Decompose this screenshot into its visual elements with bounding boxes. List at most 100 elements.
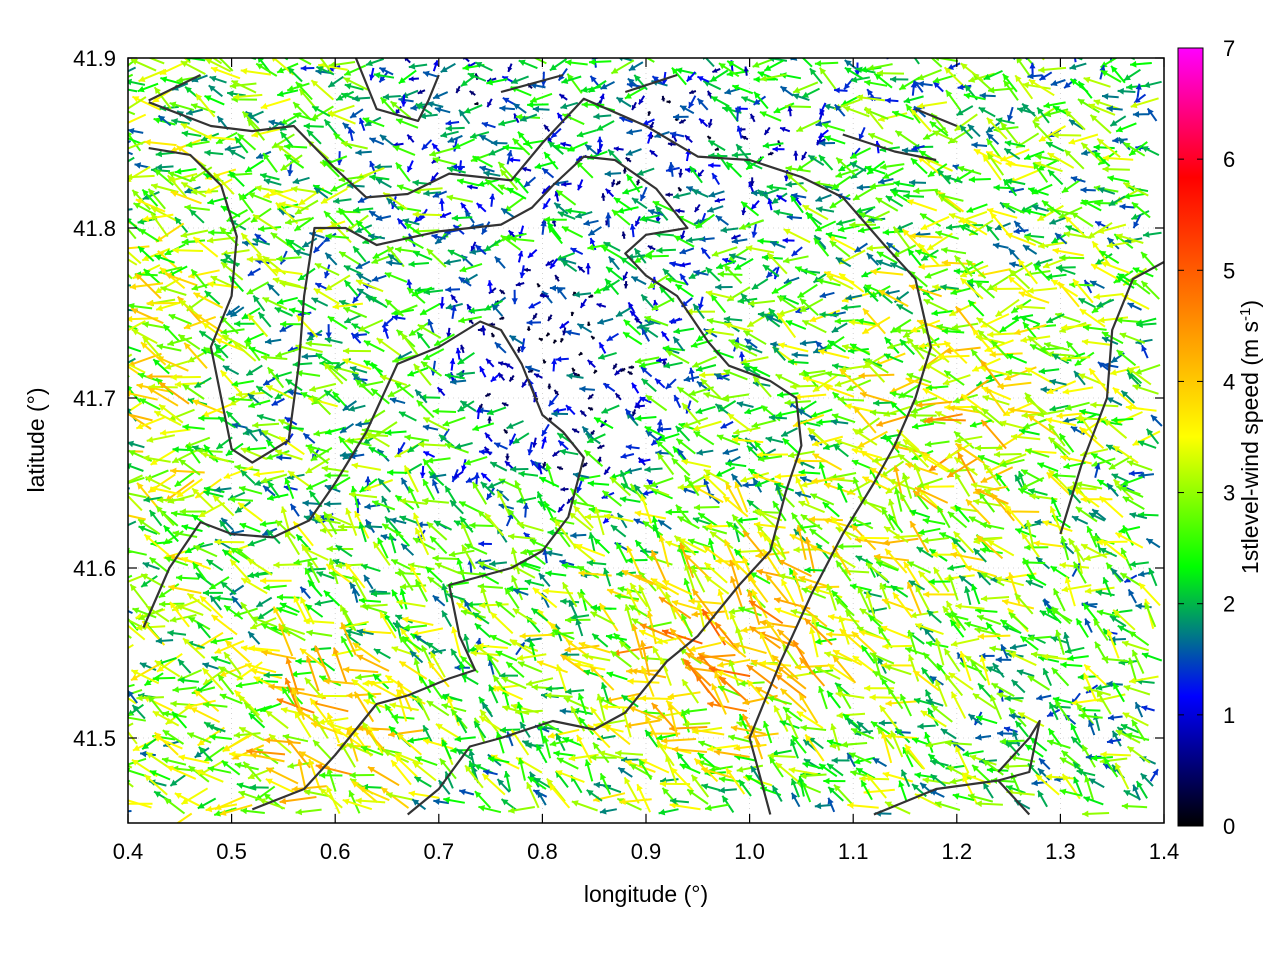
wind-arrow <box>901 147 919 154</box>
wind-arrow <box>734 106 741 122</box>
wind-arrow <box>707 118 713 128</box>
wind-arrow <box>687 95 697 109</box>
wind-arrow <box>1106 105 1123 113</box>
wind-arrow <box>743 159 763 170</box>
wind-arrow <box>228 149 246 160</box>
wind-arrow <box>1036 106 1050 124</box>
wind-arrow <box>856 94 886 102</box>
wind-arrow <box>979 92 996 99</box>
wind-arrow <box>160 76 182 85</box>
wind-arrow <box>675 67 697 75</box>
wind-arrow <box>963 58 965 59</box>
wind-arrow <box>128 551 130 555</box>
wind-arrow <box>625 156 632 163</box>
wind-arrow <box>1050 79 1066 87</box>
wind-arrow <box>517 131 533 150</box>
x-tick-label: 1.0 <box>734 839 765 864</box>
wind-arrow <box>234 136 249 154</box>
wind-arrow <box>567 141 589 152</box>
x-tick-label: 0.8 <box>527 839 558 864</box>
wind-arrow <box>696 75 710 83</box>
wind-arrow <box>1064 109 1086 131</box>
wind-arrow <box>554 190 560 202</box>
wind-arrow <box>619 116 634 124</box>
wind-arrow <box>625 148 642 156</box>
wind-arrow <box>1061 178 1083 194</box>
wind-arrow <box>237 133 257 151</box>
wind-arrow <box>776 194 787 203</box>
wind-arrow <box>523 139 546 147</box>
wind-arrow <box>753 95 767 106</box>
wind-arrow <box>1035 153 1060 162</box>
wind-arrow <box>547 140 564 155</box>
wind-arrow <box>169 101 195 112</box>
wind-arrow <box>943 66 967 89</box>
wind-arrow <box>284 143 308 150</box>
wind-arrow <box>112 454 125 466</box>
wind-arrow <box>102 90 126 107</box>
wind-arrow <box>343 64 367 76</box>
wind-arrow <box>128 59 136 67</box>
wind-arrow <box>834 87 848 94</box>
wind-arrow <box>558 93 568 101</box>
wind-arrow <box>985 138 1002 160</box>
wind-arrow <box>170 190 202 205</box>
wind-arrow <box>166 174 188 198</box>
wind-arrow <box>911 144 925 152</box>
wind-arrow <box>766 183 787 191</box>
wind-arrow <box>893 180 915 188</box>
wind-arrow <box>613 196 633 211</box>
wind-arrow <box>1128 141 1148 157</box>
wind-arrow <box>431 142 442 154</box>
wind-arrow <box>489 193 496 207</box>
wind-arrow <box>1101 93 1119 100</box>
wind-arrow <box>396 184 421 195</box>
wind-arrow <box>725 161 743 178</box>
wind-arrow <box>985 121 1001 134</box>
colorbar-tick-label: 5 <box>1223 258 1235 283</box>
wind-arrow <box>312 184 333 196</box>
wind-arrow <box>378 66 394 76</box>
wind-arrow <box>698 117 709 128</box>
wind-arrow <box>408 63 428 70</box>
wind-arrow <box>101 455 125 473</box>
wind-arrow <box>300 65 315 72</box>
wind-arrow <box>111 601 126 620</box>
wind-arrow <box>762 142 784 149</box>
wind-arrow <box>973 148 1002 165</box>
wind-arrow <box>767 151 774 156</box>
wind-arrow <box>731 151 751 159</box>
wind-arrow <box>957 165 982 176</box>
wind-arrow <box>316 65 335 76</box>
wind-arrow <box>665 192 673 197</box>
wind-arrow <box>1021 102 1036 117</box>
wind-arrow <box>626 82 642 89</box>
wind-arrow <box>532 105 550 113</box>
colorbar-tick-label: 1 <box>1223 703 1235 728</box>
y-tick-label: 41.6 <box>73 556 116 581</box>
wind-arrow <box>712 67 721 74</box>
wind-arrow <box>1005 161 1037 169</box>
wind-arrow <box>432 190 448 198</box>
wind-arrow <box>910 81 917 96</box>
wind-arrow <box>917 101 948 110</box>
wind-arrow <box>1126 83 1147 91</box>
wind-arrow <box>333 132 353 150</box>
x-tick-label: 1.1 <box>838 839 869 864</box>
wind-arrow <box>753 91 769 110</box>
wind-arrow <box>673 113 689 121</box>
wind-arrow <box>1080 142 1103 163</box>
wind-arrow <box>759 110 782 122</box>
wind-arrow <box>226 90 246 97</box>
wind-arrow <box>1141 145 1160 156</box>
wind-arrow <box>209 75 227 84</box>
wind-arrow <box>1070 176 1086 183</box>
wind-arrow <box>708 162 721 169</box>
wind-arrow <box>128 88 138 93</box>
wind-arrow <box>866 160 886 176</box>
wind-arrow <box>476 202 487 213</box>
wind-arrow <box>849 147 872 160</box>
wind-arrow <box>954 113 978 132</box>
x-tick-label: 1.2 <box>942 839 973 864</box>
y-tick-label: 41.5 <box>73 726 116 751</box>
